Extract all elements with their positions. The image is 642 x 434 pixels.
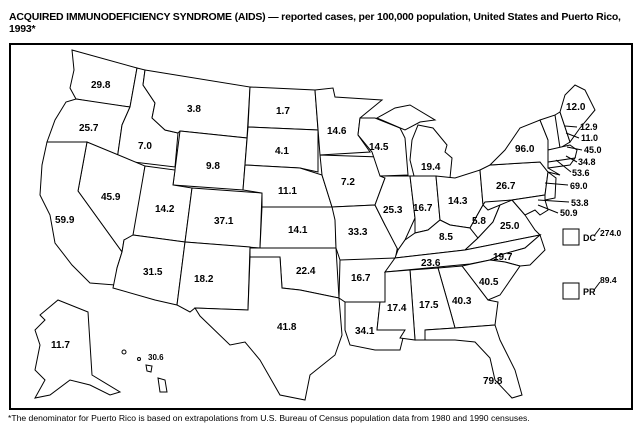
value-IN: 16.7 <box>413 203 433 214</box>
pr-box <box>562 282 580 300</box>
value-CO: 37.1 <box>214 216 234 227</box>
value-NM: 18.2 <box>194 274 214 285</box>
state-values: 29.8 25.7 7.0 3.8 9.8 45.9 59.9 14.2 37.… <box>51 80 602 387</box>
value-AK: 11.7 <box>51 340 70 351</box>
dc-label: DC <box>583 233 596 243</box>
value-KY: 8.5 <box>439 232 453 243</box>
value-MA: 45.0 <box>584 145 602 155</box>
value-NJ: 69.0 <box>570 181 588 191</box>
value-SC: 40.5 <box>479 277 499 288</box>
value-HI: 30.6 <box>148 353 164 362</box>
value-WA: 29.8 <box>91 80 111 91</box>
pr-inset: PR 89.4 <box>562 275 617 300</box>
dc-inset: DC 274.0 <box>562 227 622 246</box>
value-VT: 11.0 <box>581 133 598 143</box>
dc-box <box>562 228 580 246</box>
state-HI <box>121 349 168 393</box>
state-FL <box>424 324 523 399</box>
value-WY: 9.8 <box>206 161 220 172</box>
value-IL: 25.3 <box>383 205 403 216</box>
value-PA: 26.7 <box>496 181 516 192</box>
value-CA: 59.9 <box>55 215 75 226</box>
state-MA-CT-RI <box>547 144 578 169</box>
value-LA: 34.1 <box>355 326 375 337</box>
value-OH: 14.3 <box>448 196 468 207</box>
value-AL: 17.5 <box>419 300 439 311</box>
map-title: ACQUIRED IMMUNODEFICIENCY SYNDROME (AIDS… <box>9 11 621 35</box>
state-SD <box>244 126 319 173</box>
footnote: *The denominator for Puerto Rico is base… <box>8 413 530 423</box>
value-MD: 50.9 <box>560 208 578 218</box>
value-AZ: 31.5 <box>143 267 163 278</box>
state-WI <box>357 117 409 177</box>
value-MN: 14.6 <box>327 126 347 137</box>
value-UT: 14.2 <box>155 204 175 215</box>
value-IA: 7.2 <box>341 177 355 188</box>
state-NJ <box>544 171 557 201</box>
state-CA <box>39 141 123 286</box>
value-GA: 40.3 <box>452 296 472 307</box>
value-MS: 17.4 <box>387 303 407 314</box>
value-RI: 34.8 <box>578 157 596 167</box>
state-AK <box>34 299 122 399</box>
state-WA <box>69 49 138 108</box>
value-NC: 19.7 <box>493 252 513 263</box>
state-TX <box>194 256 343 401</box>
pr-label: PR <box>583 287 596 297</box>
value-TX: 41.8 <box>277 322 297 333</box>
value-OK: 22.4 <box>296 266 316 277</box>
state-MI <box>375 104 453 181</box>
pr-value: 89.4 <box>600 275 617 285</box>
value-NY: 96.0 <box>515 144 535 155</box>
value-TN: 23.6 <box>421 258 441 269</box>
value-KS: 14.1 <box>288 225 308 236</box>
value-ID: 7.0 <box>138 141 152 152</box>
map-frame <box>9 43 633 410</box>
value-SD: 4.1 <box>275 146 289 157</box>
value-NE: 11.1 <box>278 186 297 197</box>
value-NH: 12.9 <box>580 122 598 132</box>
value-ME: 12.0 <box>566 102 586 113</box>
value-CT: 53.6 <box>572 168 590 178</box>
value-MI: 19.4 <box>421 162 441 173</box>
value-ND: 1.7 <box>276 106 290 117</box>
value-MT: 3.8 <box>187 104 201 115</box>
state-NM <box>176 241 251 313</box>
state-MS <box>376 269 416 341</box>
state-outlines <box>34 49 596 401</box>
value-AR: 16.7 <box>351 273 371 284</box>
value-DE: 53.8 <box>571 198 589 208</box>
value-OR: 25.7 <box>79 123 99 134</box>
value-WV: 5.8 <box>472 216 486 227</box>
dc-value: 274.0 <box>600 228 622 238</box>
value-NV: 45.9 <box>101 192 121 203</box>
value-MO: 33.3 <box>348 227 368 238</box>
value-FL: 79.8 <box>483 376 503 387</box>
state-ME <box>559 84 596 144</box>
leader-lines <box>537 125 583 214</box>
value-WI: 14.5 <box>369 142 389 153</box>
value-VA: 25.0 <box>500 221 520 232</box>
